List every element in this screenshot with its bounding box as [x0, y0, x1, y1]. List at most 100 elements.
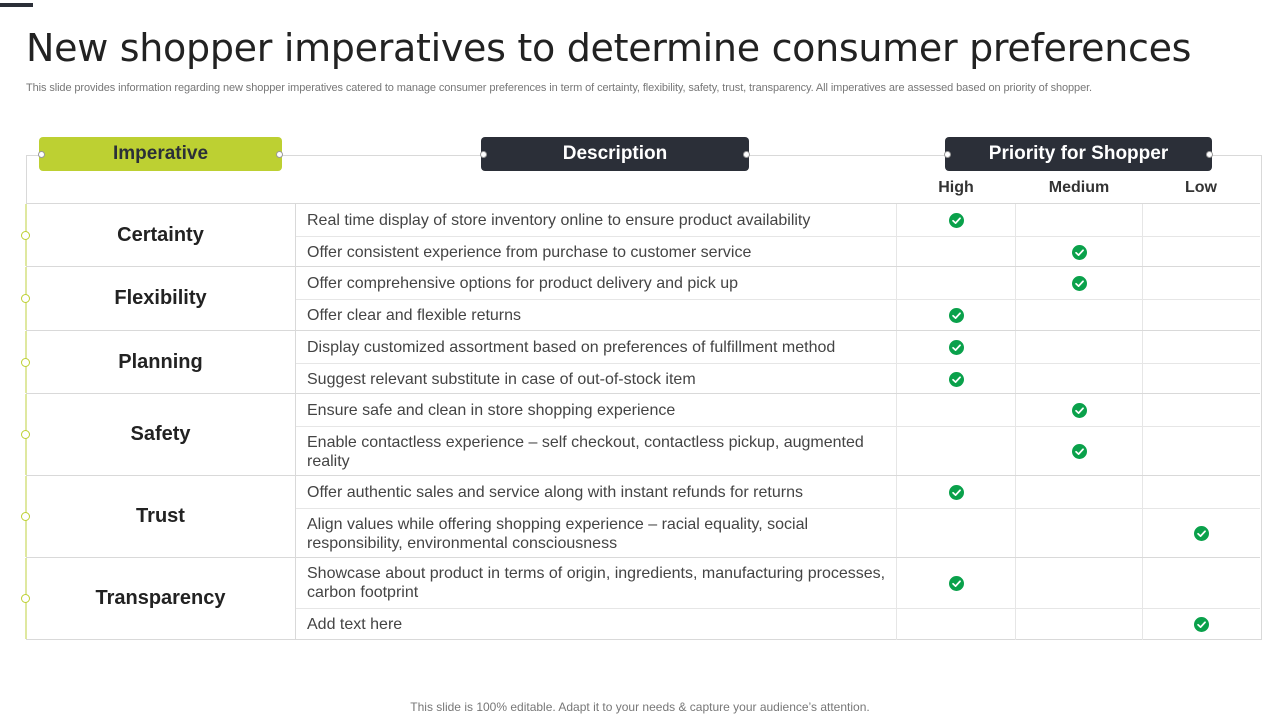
group-marker-dot: [21, 594, 30, 603]
check-circle-icon: [948, 575, 964, 591]
imperative-group-flexibility: Flexibility Offer comprehensive options f…: [21, 266, 1260, 331]
priority-medium-cell: [1015, 267, 1142, 299]
priority-high-cell: [896, 427, 1015, 476]
table-row: Offer clear and flexible returns: [296, 299, 1260, 331]
table-row: Offer comprehensive options for product …: [296, 267, 1260, 299]
table-row: Offer consistent experience from purchas…: [296, 236, 1260, 267]
priority-low-cell: [1142, 609, 1260, 640]
description-header-label: Description: [562, 143, 668, 164]
imperative-name: Planning: [26, 331, 296, 393]
description-text: Offer consistent experience from purchas…: [307, 243, 752, 261]
check-circle-icon: [948, 212, 964, 228]
priority-high-cell: [896, 237, 1015, 267]
check-circle-icon: [948, 371, 964, 387]
check-circle-icon: [948, 484, 964, 500]
imperative-header-pill: Imperative: [38, 137, 283, 171]
priority-high-cell: [896, 509, 1015, 558]
pill-handle-left: [480, 150, 487, 158]
table-row: Ensure safe and clean in store shopping …: [296, 394, 1260, 426]
description-text: Suggest relevant substitute in case of o…: [307, 370, 696, 388]
priority-medium-cell: [1015, 609, 1142, 640]
priority-medium-cell: [1015, 558, 1142, 608]
table-row: Enable contactless experience – self che…: [296, 426, 1260, 476]
table-row: Add text here: [296, 608, 1260, 640]
group-marker-dot: [21, 512, 30, 521]
priority-low-header: Low: [1185, 179, 1217, 196]
check-circle-icon: [1194, 526, 1209, 541]
group-marker-dot: [21, 357, 30, 367]
priority-low-cell: [1142, 237, 1260, 267]
check-circle-icon: [1071, 275, 1087, 291]
group-marker-dot: [21, 430, 30, 439]
priority-low-cell: [1142, 364, 1260, 394]
footer-note: This slide is 100% editable. Adapt it to…: [410, 700, 870, 714]
imperative-name: Flexibility: [26, 267, 296, 330]
pill-handle-right: [1206, 150, 1213, 158]
pill-handle-right: [276, 150, 283, 158]
priority-high-cell: [896, 609, 1015, 640]
table-row: Align values while offering shopping exp…: [296, 508, 1260, 558]
imperative-name: Trust: [26, 476, 296, 557]
table-row: Offer authentic sales and service along …: [296, 476, 1260, 508]
description-header-pill: Description: [480, 137, 750, 171]
priority-medium-cell: [1015, 331, 1142, 363]
pill-handle-left: [944, 150, 951, 158]
priority-high-cell: [896, 267, 1015, 299]
description-text: Showcase about product in terms of origi…: [307, 565, 886, 601]
group-marker-dot: [21, 230, 30, 240]
priority-high-cell: [896, 476, 1015, 508]
priority-high-cell: [896, 204, 1015, 236]
imperative-group-transparency: Transparency Showcase about product in te…: [21, 557, 1260, 640]
description-text: Align values while offering shopping exp…: [307, 515, 809, 552]
priority-header-label: Priority for Shopper: [988, 143, 1169, 164]
imperative-name: Safety: [26, 394, 296, 475]
priority-low-cell: [1142, 331, 1260, 363]
pill-handle-right: [743, 150, 750, 158]
priority-medium-cell: [1015, 476, 1142, 508]
table-row: Suggest relevant substitute in case of o…: [296, 363, 1260, 394]
imperative-group-certainty: Certainty Real time display of store inve…: [21, 203, 1260, 267]
description-text: Offer authentic sales and service along …: [307, 483, 803, 501]
priority-header-pill: Priority for Shopper: [944, 137, 1213, 171]
description-text: Enable contactless experience – self che…: [307, 433, 864, 470]
table-row: Showcase about product in terms of origi…: [296, 558, 1260, 608]
priority-low-cell: [1142, 427, 1260, 476]
table-row: Real time display of store inventory onl…: [296, 204, 1260, 236]
check-circle-icon: [1071, 402, 1087, 418]
page-subtitle: This slide provides information regardin…: [26, 82, 1093, 94]
priority-high-cell: [896, 394, 1015, 426]
description-text: Offer comprehensive options for product …: [307, 274, 739, 292]
imperative-group-safety: Safety Ensure safe and clean in store sho…: [21, 393, 1260, 476]
priority-medium-cell: [1015, 427, 1142, 476]
check-circle-icon: [1071, 444, 1087, 459]
priority-low-cell: [1142, 267, 1260, 299]
priority-high-cell: [896, 364, 1015, 394]
imperative-name: Transparency: [26, 558, 296, 639]
priority-low-cell: [1142, 558, 1260, 608]
description-text: Ensure safe and clean in store shopping …: [307, 401, 676, 419]
priority-medium-header: Medium: [1048, 179, 1110, 196]
page-title: New shopper imperatives to determine con…: [26, 26, 1192, 70]
imperative-group-planning: Planning Display customized assortment ba…: [21, 330, 1260, 394]
group-marker-dot: [21, 294, 30, 303]
priority-high-cell: [896, 331, 1015, 363]
check-circle-icon: [1194, 617, 1209, 632]
priority-high-header: High: [938, 179, 974, 196]
priority-medium-cell: [1015, 300, 1142, 331]
priority-low-cell: [1142, 300, 1260, 331]
priority-medium-cell: [1015, 204, 1142, 236]
priority-low-cell: [1142, 394, 1260, 426]
check-circle-icon: [948, 308, 964, 323]
pill-handle-left: [38, 150, 45, 158]
priority-medium-cell: [1015, 237, 1142, 267]
description-text: Offer clear and flexible returns: [307, 307, 522, 324]
table-row: Display customized assortment based on p…: [296, 331, 1260, 363]
priority-medium-cell: [1015, 394, 1142, 426]
imperative-header-label: Imperative: [112, 143, 209, 164]
priority-low-cell: [1142, 204, 1260, 236]
priority-low-cell: [1142, 509, 1260, 558]
imperative-name: Certainty: [26, 204, 296, 266]
priority-high-cell: [896, 558, 1015, 608]
corner-accent-bar: [0, 3, 33, 7]
priority-medium-cell: [1015, 364, 1142, 394]
